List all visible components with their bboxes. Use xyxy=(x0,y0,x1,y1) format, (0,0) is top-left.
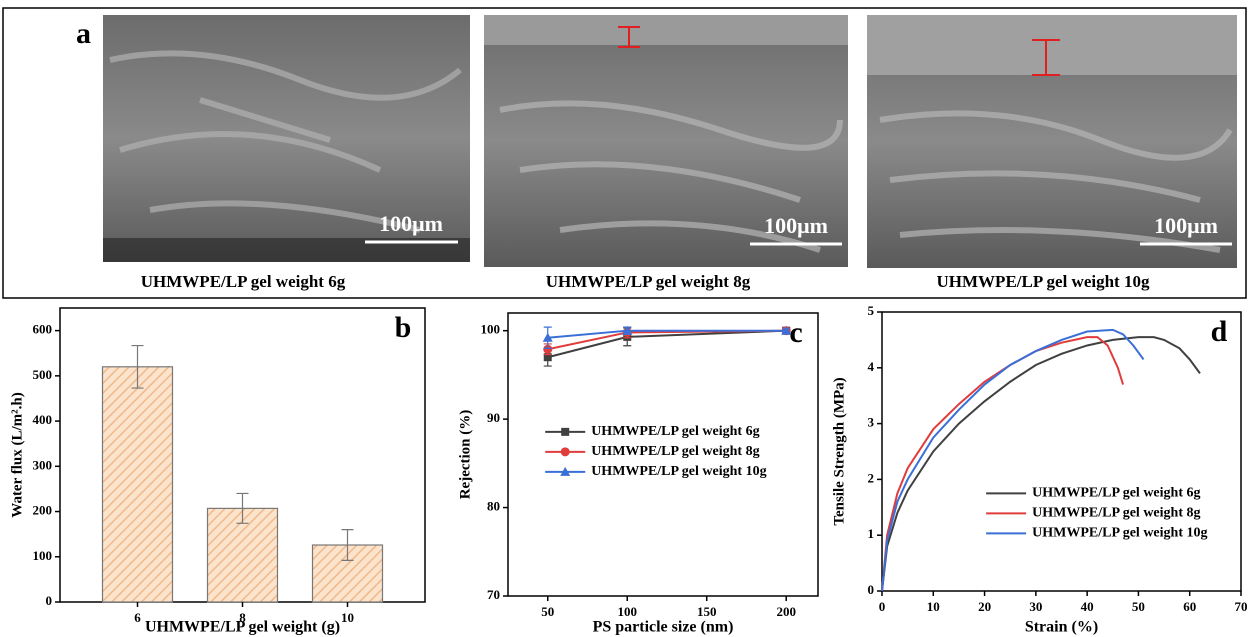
image-caption: UHMWPE/LP gel weight 8g xyxy=(546,272,751,291)
y-tick-label: 100 xyxy=(33,548,53,563)
legend-label: UHMWPE/LP gel weight 8g xyxy=(1032,506,1200,521)
y-tick-label: 70 xyxy=(487,587,500,602)
panel-frame xyxy=(2,7,1247,299)
marker xyxy=(542,332,553,342)
marker xyxy=(622,325,633,335)
legend-label: UHMWPE/LP gel weight 8g xyxy=(591,444,759,459)
series-line xyxy=(547,329,787,351)
error-bar xyxy=(236,492,249,524)
x-tick-label: 100 xyxy=(617,604,637,619)
sem-image: 100μm xyxy=(867,15,1237,268)
panel-label: c xyxy=(789,316,802,349)
y-tick-label: 500 xyxy=(33,367,53,382)
error-bar xyxy=(131,344,144,389)
legend-label: UHMWPE/LP gel weight 10g xyxy=(591,464,766,479)
x-tick-label: 150 xyxy=(697,604,717,619)
x-tick-label: 200 xyxy=(776,604,796,619)
x-axis-label: UHMWPE/LP gel weight (g) xyxy=(145,619,340,636)
x-tick-label: 60 xyxy=(1183,599,1196,614)
marker xyxy=(543,344,553,354)
series-line xyxy=(881,336,1201,592)
error-bar xyxy=(341,529,354,561)
y-tick-label: 0 xyxy=(46,593,53,608)
y-tick-label: 200 xyxy=(33,503,53,518)
scale-bar-label: 100μm xyxy=(764,213,828,238)
sem-image: 100μm xyxy=(103,15,470,262)
legend-label: UHMWPE/LP gel weight 6g xyxy=(591,424,759,439)
x-tick-label: 40 xyxy=(1081,599,1094,614)
scale-bar-label: 100μm xyxy=(1154,213,1218,238)
x-tick-label: 70 xyxy=(1235,599,1248,614)
image-caption: UHMWPE/LP gel weight 6g xyxy=(141,272,346,291)
legend-label: UHMWPE/LP gel weight 6g xyxy=(1032,486,1200,501)
y-tick-label: 80 xyxy=(487,499,500,514)
panel-label: a xyxy=(76,17,91,50)
y-tick-label: 0 xyxy=(868,582,875,597)
bar xyxy=(101,366,174,603)
bar xyxy=(206,507,279,603)
x-tick-label: 10 xyxy=(341,610,354,625)
x-axis-label: Strain (%) xyxy=(1025,619,1098,636)
sem-image: 100μm xyxy=(484,15,848,267)
plot-frame xyxy=(881,311,1242,592)
panel-label: b xyxy=(395,311,412,344)
x-axis-label: PS particle size (nm) xyxy=(593,619,734,636)
y-tick-label: 1 xyxy=(868,526,875,541)
x-tick-label: 50 xyxy=(541,604,554,619)
y-axis-label: Water flux (L/m².h) xyxy=(9,392,25,517)
y-tick-label: 5 xyxy=(868,303,875,318)
x-tick-label: 30 xyxy=(1029,599,1042,614)
y-tick-label: 600 xyxy=(33,322,53,337)
panel-label: d xyxy=(1211,315,1228,348)
image-caption: UHMWPE/LP gel weight 10g xyxy=(937,272,1150,291)
y-tick-label: 400 xyxy=(33,412,53,427)
y-tick-label: 2 xyxy=(868,470,875,485)
marker xyxy=(561,427,570,436)
y-tick-label: 300 xyxy=(33,457,53,472)
marker xyxy=(781,325,792,335)
scale-bar-label: 100μm xyxy=(379,211,443,236)
x-tick-label: 20 xyxy=(978,599,991,614)
plot-frame xyxy=(507,312,819,597)
y-tick-label: 4 xyxy=(868,359,875,374)
x-tick-label: 10 xyxy=(927,599,940,614)
x-tick-label: 50 xyxy=(1132,599,1145,614)
series-line xyxy=(881,328,1145,592)
marker xyxy=(543,353,552,362)
marker xyxy=(560,466,571,476)
legend-label: UHMWPE/LP gel weight 10g xyxy=(1032,526,1207,541)
y-tick-label: 90 xyxy=(487,410,500,425)
marker xyxy=(560,447,570,457)
y-axis-label: Tensile Strength (MPa) xyxy=(831,377,847,525)
x-tick-label: 8 xyxy=(239,610,246,625)
y-tick-label: 100 xyxy=(481,322,501,337)
x-tick-label: 6 xyxy=(134,610,141,625)
x-tick-label: 0 xyxy=(879,599,886,614)
y-tick-label: 3 xyxy=(868,415,875,430)
y-axis-label: Rejection (%) xyxy=(457,410,473,500)
